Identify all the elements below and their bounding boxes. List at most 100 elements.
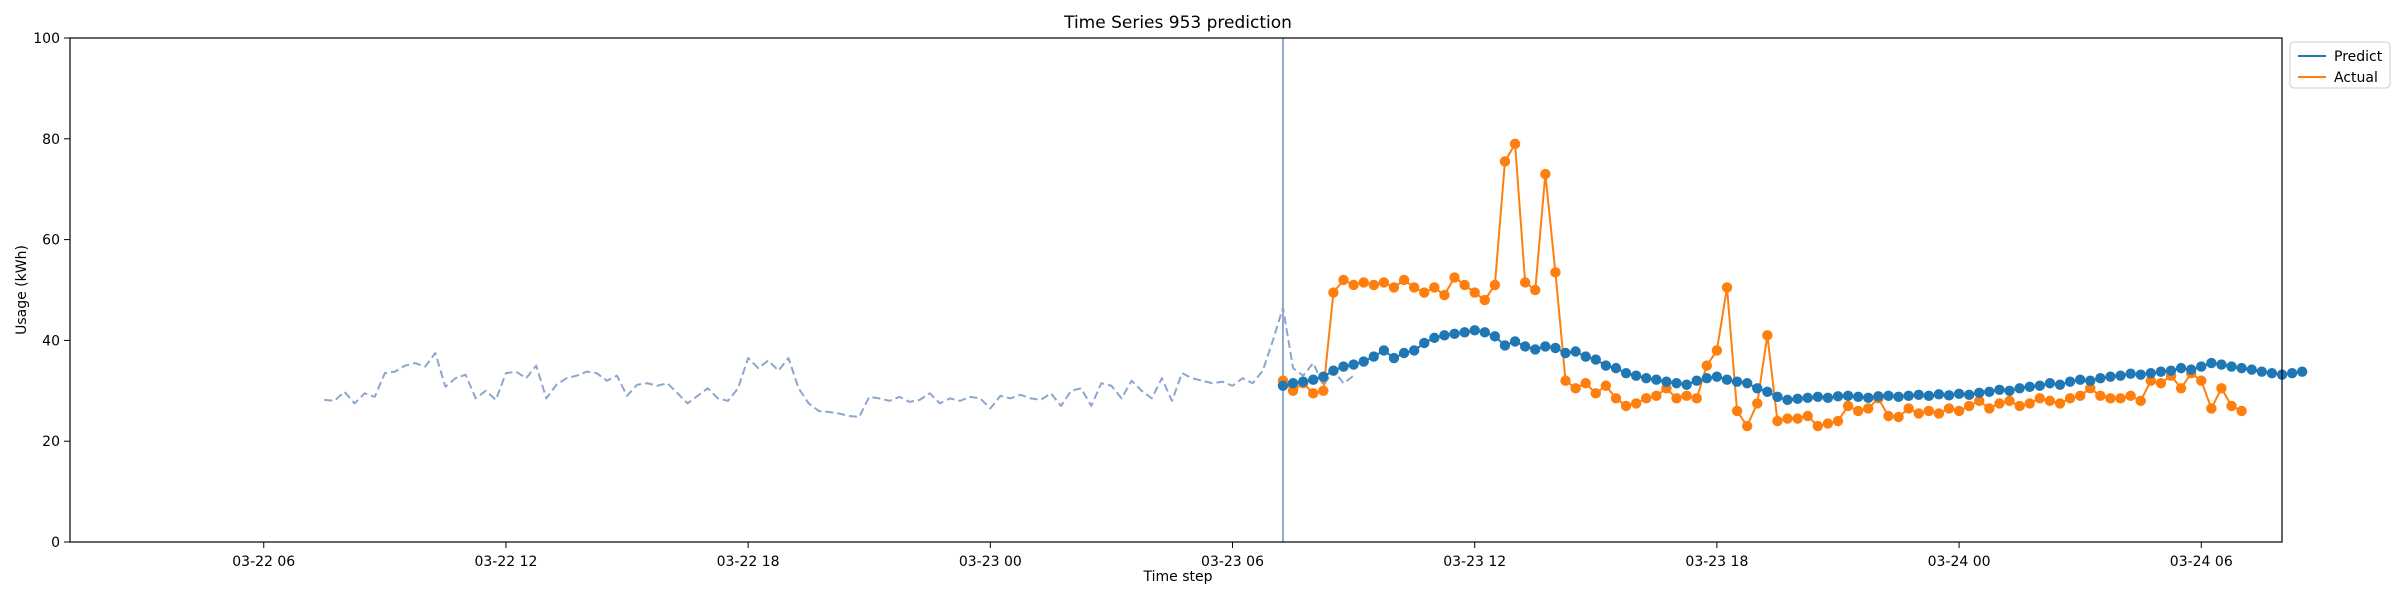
predict-point bbox=[1287, 378, 1299, 389]
x-tick-label: 03-22 18 bbox=[717, 554, 780, 570]
x-tick-label: 03-23 06 bbox=[1201, 554, 1264, 570]
predict-point bbox=[1701, 373, 1713, 384]
actual-point bbox=[1772, 415, 1783, 427]
predict-point bbox=[1842, 390, 1854, 402]
series-layer bbox=[324, 38, 2308, 542]
predict-point bbox=[2145, 367, 2157, 379]
history-series-line bbox=[324, 306, 1355, 419]
predict-point bbox=[2115, 370, 2126, 381]
predict-point bbox=[2236, 362, 2247, 374]
actual-point bbox=[1701, 360, 1713, 371]
actual-point bbox=[1489, 279, 1501, 291]
actual-point bbox=[2135, 395, 2146, 407]
predict-point bbox=[1600, 360, 1612, 371]
actual-point bbox=[1509, 138, 1521, 150]
actual-point bbox=[1883, 410, 1894, 422]
predict-point bbox=[1933, 389, 1945, 400]
actual-point bbox=[1802, 410, 1813, 422]
predict-point bbox=[2004, 385, 2015, 396]
actual-point bbox=[2014, 400, 2025, 412]
x-tick-label: 03-24 00 bbox=[1928, 554, 1991, 570]
legend-label-predict: Predict bbox=[2334, 49, 2383, 65]
actual-point bbox=[2145, 375, 2157, 386]
predict-point bbox=[2054, 379, 2066, 390]
actual-point bbox=[1378, 277, 1390, 288]
predict-point bbox=[2095, 373, 2106, 384]
actual-point bbox=[2074, 390, 2086, 402]
actual-point bbox=[1651, 390, 1662, 402]
actual-point bbox=[1822, 418, 1834, 429]
predict-point bbox=[2175, 362, 2187, 374]
predict-point bbox=[1963, 389, 1975, 401]
predict-point bbox=[1620, 367, 1632, 379]
actual-point bbox=[1852, 405, 1864, 417]
predict-point bbox=[2085, 375, 2096, 386]
predict-point bbox=[2185, 364, 2197, 375]
predict-point bbox=[1560, 347, 1571, 359]
actual-point bbox=[1974, 395, 1985, 407]
actual-point bbox=[2155, 378, 2167, 389]
predict-point bbox=[1328, 365, 1339, 376]
predict-point bbox=[1883, 390, 1894, 402]
predict-point bbox=[1590, 354, 1602, 365]
actual-point bbox=[1943, 403, 1955, 414]
predict-point bbox=[1772, 391, 1783, 403]
actual-point bbox=[1630, 398, 1642, 409]
predict-point bbox=[1923, 390, 1935, 402]
predict-point bbox=[1439, 330, 1450, 341]
predict-point bbox=[1721, 374, 1733, 385]
x-axis-label: Time step bbox=[1143, 569, 1213, 585]
actual-point bbox=[1398, 274, 1410, 286]
predict-point bbox=[2105, 371, 2116, 382]
plot-border bbox=[69, 37, 2283, 543]
y-tick-label: 100 bbox=[33, 31, 60, 47]
actual-point bbox=[1842, 400, 1854, 412]
actual-point bbox=[1812, 420, 1824, 432]
predict-point bbox=[1741, 378, 1753, 389]
actual-point bbox=[1762, 330, 1773, 341]
predict-point bbox=[1398, 347, 1410, 359]
predict-point bbox=[1661, 376, 1672, 387]
actual-point bbox=[2095, 390, 2106, 402]
predict-point bbox=[2155, 366, 2167, 377]
predict-point bbox=[1641, 373, 1652, 384]
actual-point bbox=[1691, 393, 1702, 404]
actual-point bbox=[1792, 413, 1803, 424]
predict-point bbox=[2296, 366, 2308, 377]
predict-point bbox=[1419, 337, 1430, 349]
predict-point bbox=[2014, 383, 2025, 394]
x-tick-label: 03-23 00 bbox=[959, 554, 1022, 570]
predict-point bbox=[1530, 344, 1541, 355]
predict-point bbox=[2125, 368, 2136, 379]
predict-point bbox=[1469, 325, 1480, 336]
predict-point bbox=[1378, 345, 1390, 356]
actual-point bbox=[1308, 388, 1319, 399]
predict-point bbox=[2206, 357, 2217, 369]
actual-point bbox=[1550, 267, 1561, 278]
actual-point bbox=[2216, 383, 2227, 394]
predict-point bbox=[1308, 374, 1319, 385]
predict-point bbox=[1984, 386, 1995, 398]
predict-point bbox=[1863, 392, 1874, 404]
legend: Predict Actual bbox=[2289, 41, 2391, 89]
predict-point bbox=[1429, 332, 1440, 344]
actual-point bbox=[1540, 168, 1551, 180]
actual-point bbox=[1953, 405, 1965, 417]
actual-point bbox=[1429, 282, 1440, 293]
actual-point bbox=[1893, 411, 1904, 423]
predict-point bbox=[1459, 327, 1470, 338]
predict-point bbox=[1489, 331, 1501, 342]
axes-layer: 0 20 40 60 80 100 03-22 06 03-22 12 03-22 18 03-2… bbox=[33, 31, 2283, 570]
predict-point bbox=[2286, 367, 2298, 379]
actual-point bbox=[2236, 405, 2247, 417]
legend-label-actual: Actual bbox=[2334, 70, 2378, 86]
actual-point bbox=[2125, 390, 2136, 402]
actual-point bbox=[1752, 398, 1763, 409]
predict-point bbox=[2074, 374, 2086, 385]
actual-point bbox=[1590, 388, 1602, 399]
actual-point bbox=[2115, 393, 2126, 404]
actual-point bbox=[1741, 420, 1753, 432]
predict-point bbox=[1388, 352, 1400, 364]
actual-point bbox=[1721, 282, 1733, 293]
